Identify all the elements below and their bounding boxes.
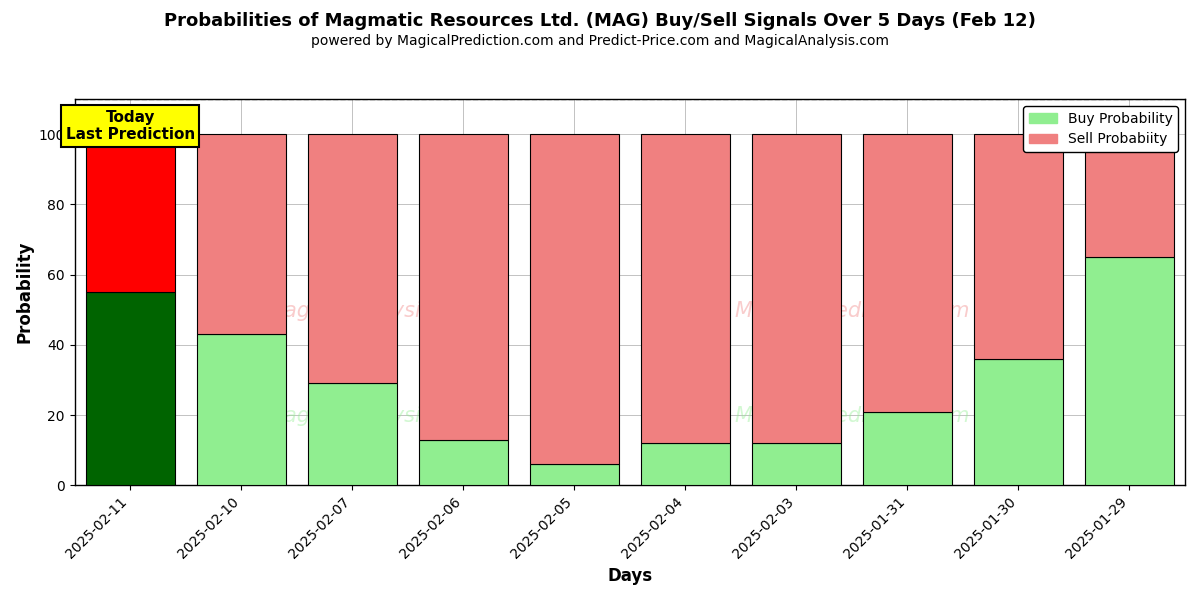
Y-axis label: Probability: Probability [16, 241, 34, 343]
Text: powered by MagicalPrediction.com and Predict-Price.com and MagicalAnalysis.com: powered by MagicalPrediction.com and Pre… [311, 34, 889, 48]
Text: Probabilities of Magmatic Resources Ltd. (MAG) Buy/Sell Signals Over 5 Days (Feb: Probabilities of Magmatic Resources Ltd.… [164, 12, 1036, 30]
Bar [863, 412, 952, 485]
Text: MagicalAnalysis.com: MagicalAnalysis.com [266, 301, 482, 322]
Bar [1085, 257, 1174, 485]
Bar [197, 334, 286, 485]
Bar [641, 443, 730, 485]
Bar [641, 134, 730, 443]
Bar [85, 134, 174, 292]
Bar [974, 134, 1063, 359]
Bar [863, 134, 952, 412]
Legend: Buy Probability, Sell Probabiity: Buy Probability, Sell Probabiity [1024, 106, 1178, 152]
Bar [419, 440, 508, 485]
Bar [419, 134, 508, 440]
Bar [85, 292, 174, 485]
Bar [752, 134, 841, 443]
Bar [752, 443, 841, 485]
X-axis label: Days: Days [607, 567, 653, 585]
Bar [1085, 134, 1174, 257]
Text: Today
Last Prediction: Today Last Prediction [66, 110, 194, 142]
Bar [308, 134, 397, 383]
Text: MagicalPrediction.com: MagicalPrediction.com [734, 301, 970, 322]
Bar [197, 134, 286, 334]
Bar [530, 134, 619, 464]
Bar [974, 359, 1063, 485]
Bar [530, 464, 619, 485]
Bar [308, 383, 397, 485]
Text: MagicalAnalysis.com: MagicalAnalysis.com [266, 406, 482, 426]
Text: MagicalPrediction.com: MagicalPrediction.com [734, 406, 970, 426]
